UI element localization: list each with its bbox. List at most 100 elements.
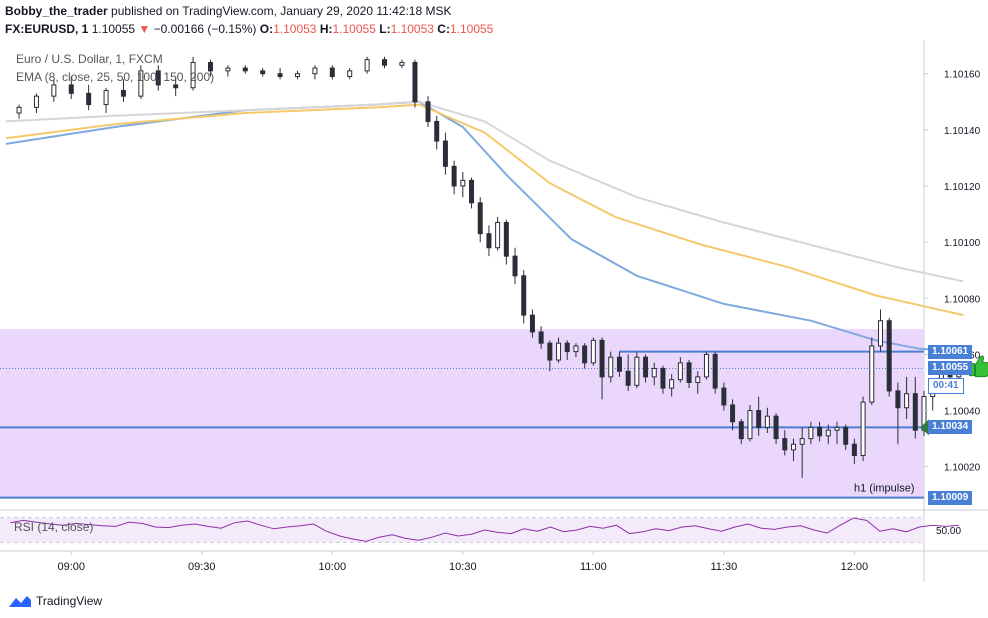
symbol-legend[interactable]: Euro / U.S. Dollar, 1, FXCM — [16, 52, 163, 66]
publish-info: Bobby_the_trader published on TradingVie… — [5, 4, 452, 18]
candle-body — [225, 67, 231, 72]
candle-body — [103, 90, 109, 106]
open-value: 1.10053 — [273, 22, 317, 36]
candle-body — [86, 92, 92, 106]
candle-body — [503, 221, 509, 257]
rsi-band-fill — [0, 518, 924, 542]
brand-name[interactable]: TradingView — [36, 594, 103, 608]
candle-body — [895, 390, 901, 409]
close-value: 1.10055 — [449, 22, 494, 36]
y-tick-label: 1.10100 — [944, 238, 981, 249]
symbol-label: FX:EURUSD, 1 — [5, 22, 89, 36]
candle-body — [434, 120, 440, 142]
candle-body — [703, 353, 709, 378]
candle-body — [364, 59, 370, 72]
candle-body — [16, 106, 22, 114]
candle-body — [808, 426, 814, 440]
candle-body — [730, 404, 736, 423]
zone-bottom-price-tag: 1.10009 — [928, 490, 973, 505]
y-tick-label: 1.10140 — [944, 126, 981, 137]
candle-body — [347, 70, 353, 77]
resistance-price-tag: 1.10061 — [928, 344, 973, 359]
candle-body — [590, 339, 596, 364]
y-tick-label: 1.10160 — [944, 70, 981, 81]
candle-body — [442, 140, 448, 167]
candle-body — [851, 443, 857, 456]
candle-body — [451, 165, 457, 187]
candle-body — [869, 345, 875, 403]
candle-body — [242, 67, 248, 72]
candle-body — [904, 393, 910, 409]
candle-body — [790, 443, 796, 451]
candle-body — [686, 362, 692, 383]
ema-legend[interactable]: EMA (8, close, 25, 50, 100, 150, 200) — [16, 70, 215, 84]
candle-body — [155, 70, 161, 86]
footer: TradingView — [8, 592, 102, 610]
candle-body — [747, 410, 753, 440]
candle-body — [573, 345, 579, 353]
candle-body — [207, 61, 213, 72]
candle-body — [547, 342, 553, 361]
y-tick-label: 1.10120 — [944, 182, 981, 193]
rsi-tick-label: 50.00 — [936, 526, 961, 537]
rsi-line — [10, 517, 959, 542]
down-arrow-icon: ▼ — [138, 22, 151, 36]
candle-body — [312, 67, 318, 75]
candle-body — [773, 415, 779, 440]
price-change: −0.00166 (−0.15%) — [153, 22, 257, 36]
candle-body — [294, 73, 300, 77]
ema-line — [5, 103, 964, 317]
open-label: O: — [259, 22, 274, 36]
ema-lines — [5, 100, 964, 353]
candle-body — [582, 345, 588, 364]
candle-body — [412, 61, 418, 103]
rsi-legend[interactable]: RSI (14, close) — [14, 520, 94, 534]
published-text: published on TradingView.com, January 29… — [111, 4, 452, 18]
candle-body — [817, 426, 823, 437]
high-label: H: — [319, 22, 333, 36]
close-label: C: — [437, 22, 450, 36]
candle-body — [486, 233, 492, 249]
candle-body — [460, 179, 466, 187]
last-price: 1.10055 — [91, 22, 136, 36]
candle-body — [495, 221, 501, 249]
candle-body — [825, 429, 831, 437]
candle-body — [425, 101, 431, 122]
chart-canvas[interactable]: 50.00 1.100201.100401.100601.100801.1010… — [0, 40, 988, 582]
candle-body — [173, 84, 179, 89]
impulse-zone[interactable] — [0, 329, 924, 498]
y-tick-label: 1.10080 — [944, 294, 981, 305]
candle-body — [886, 320, 892, 392]
candle-body — [477, 202, 483, 235]
candle-body — [712, 353, 718, 389]
candle-body — [68, 84, 74, 94]
candle-body — [51, 84, 57, 97]
candle-body — [190, 61, 196, 89]
candle-body — [399, 61, 405, 66]
candle-body — [912, 393, 918, 431]
zone-label: h1 (impulse) — [854, 483, 915, 495]
author-name[interactable]: Bobby_the_trader — [5, 4, 108, 18]
candle-body — [538, 331, 544, 344]
y-tick-label: 1.10040 — [944, 407, 981, 418]
x-tick-label: 09:30 — [188, 561, 216, 573]
candle-body — [660, 367, 666, 389]
ema-line — [5, 100, 964, 353]
candle-body — [860, 401, 866, 456]
candle-body — [764, 415, 770, 428]
x-tick-label: 11:30 — [711, 561, 738, 573]
tradingview-logo-icon[interactable] — [8, 594, 32, 608]
y-tick-label: 1.10020 — [944, 463, 981, 474]
candle-body — [469, 179, 475, 204]
candle-body — [120, 90, 126, 97]
candle-body — [834, 426, 840, 431]
bar-countdown: 00:41 — [928, 378, 964, 395]
x-tick-label: 10:30 — [449, 561, 477, 573]
ema-line — [5, 100, 964, 283]
candle-body — [877, 320, 883, 347]
candle-body — [677, 362, 683, 381]
rsi-pane: 50.00 — [0, 517, 961, 543]
candles — [16, 56, 962, 478]
candle-body — [382, 59, 388, 66]
x-tick-label: 10:00 — [319, 561, 347, 573]
